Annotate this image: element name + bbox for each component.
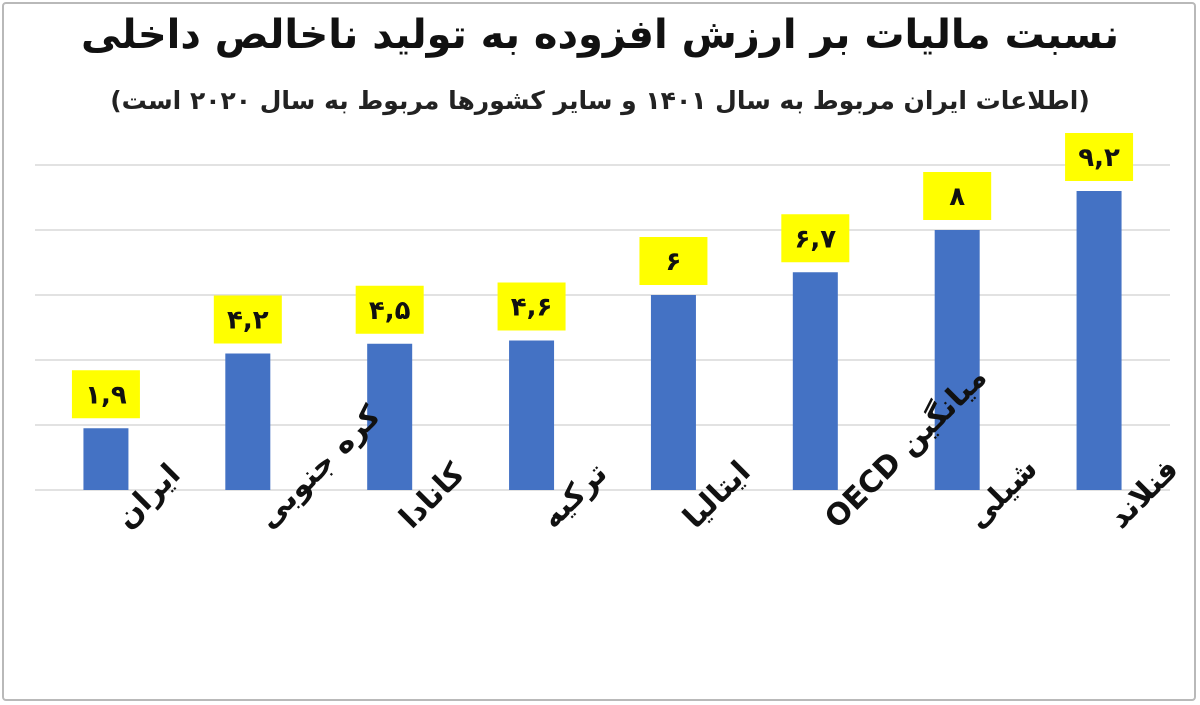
gridlines	[35, 164, 1170, 491]
data-label-box	[639, 237, 708, 285]
data-label-box	[71, 370, 140, 419]
bar	[934, 230, 980, 490]
bars	[83, 191, 1122, 490]
data-label: ۱,۹	[85, 380, 127, 410]
bar	[650, 295, 696, 490]
data-label: ۴,۶	[511, 293, 553, 323]
data-label-box	[497, 282, 566, 331]
bar	[367, 343, 413, 490]
data-label: ۶,۷	[795, 224, 837, 254]
data-labels: ۱,۹ ۴,۲ ۴,۵ ۴,۶ ۶ ۶,۷ ۸ ۹,۲	[71, 133, 1134, 419]
data-label-box	[355, 285, 424, 334]
data-label: ۸	[949, 182, 965, 212]
bar	[509, 340, 555, 490]
data-label: ۴,۵	[369, 296, 411, 326]
chart-subtitle: (اطلاعات ایران مربوط به سال ۱۴۰۱ و سایر …	[110, 86, 1090, 115]
data-label: ۶	[666, 247, 682, 277]
data-label-box	[923, 172, 992, 220]
data-label-box	[1065, 133, 1134, 181]
bar	[1076, 191, 1122, 490]
data-label-box	[781, 214, 850, 263]
data-label: ۴,۲	[227, 306, 269, 336]
bar	[225, 353, 271, 490]
bar	[83, 428, 129, 490]
data-label-box	[213, 295, 282, 344]
category-labels: ایران کره جنوبی کانادا ترکیه ایتالیا میانگین …	[109, 359, 1186, 535]
bar	[792, 272, 838, 490]
data-label: ۹,۲	[1078, 143, 1120, 173]
chart-title: نسبت مالیات بر ارزش افزوده به تولید ناخا…	[81, 12, 1119, 58]
